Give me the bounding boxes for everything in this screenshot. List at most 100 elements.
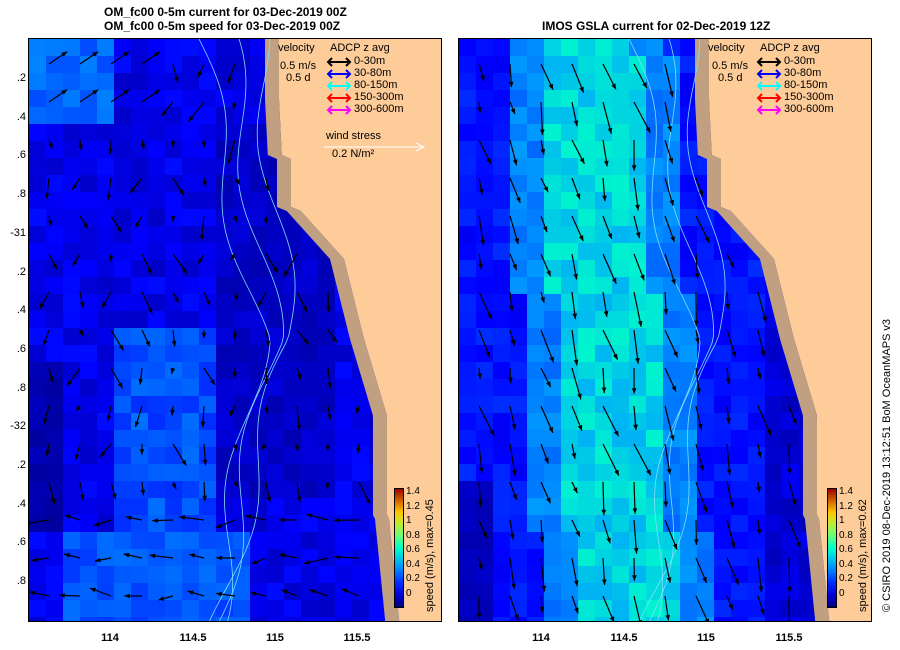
- adcp-legend-label: 150-300m: [784, 91, 834, 103]
- left-velocity-scale-1: 0.5 m/s: [280, 60, 317, 72]
- y-tick-label: .4: [16, 497, 26, 510]
- adcp-legend-arrow: [756, 93, 782, 103]
- current-arrow: [327, 329, 338, 343]
- current-arrow: [602, 405, 620, 437]
- current-arrow: [124, 593, 143, 599]
- current-arrow: [110, 367, 124, 389]
- current-arrow: [571, 329, 579, 366]
- current-arrow: [179, 515, 205, 521]
- current-arrow: [695, 177, 704, 197]
- right-colorbar-label: speed (m/s), max=0.62: [857, 499, 869, 612]
- current-arrow: [99, 443, 112, 458]
- current-arrow: [265, 481, 272, 503]
- adcp-legend-label: 80-150m: [784, 79, 828, 91]
- current-arrow: [571, 405, 583, 432]
- current-arrow: [540, 139, 546, 155]
- current-arrow: [540, 405, 554, 434]
- current-arrow: [726, 405, 731, 424]
- current-arrow: [75, 405, 82, 412]
- current-arrow: [149, 553, 174, 559]
- credit-text: © CSIRO 2019 08-Dec-2019 13:12:51 BoM Oc…: [881, 318, 893, 612]
- current-arrow: [283, 253, 298, 277]
- left-colorbar: [394, 488, 404, 608]
- current-arrow: [78, 329, 85, 337]
- y-tick-label: .8: [16, 188, 26, 201]
- current-arrow: [540, 291, 545, 303]
- bathymetry-contour: [649, 39, 715, 621]
- current-arrow: [296, 367, 302, 380]
- current-arrow: [788, 519, 801, 549]
- current-arrow: [478, 405, 495, 437]
- current-arrow: [571, 139, 585, 165]
- current-arrow: [602, 329, 619, 360]
- adcp-legend-label: 30-80m: [354, 67, 392, 79]
- current-arrow: [695, 557, 708, 584]
- current-arrow: [757, 595, 765, 616]
- current-arrow: [633, 63, 648, 89]
- current-arrow: [170, 367, 176, 375]
- y-tick-label: .8: [16, 381, 26, 394]
- current-arrow: [172, 443, 187, 467]
- current-arrow: [725, 291, 731, 310]
- current-arrow: [633, 291, 643, 327]
- current-arrow: [663, 291, 669, 315]
- current-arrow: [540, 367, 552, 388]
- adcp-legend-label: 80-150m: [354, 79, 398, 91]
- left-velocity-label: velocity: [278, 42, 315, 54]
- current-arrow: [158, 595, 174, 601]
- right-adcp-title: ADCP z avg: [760, 42, 820, 54]
- adcp-legend-label: 30-80m: [784, 67, 822, 79]
- current-arrow: [726, 481, 734, 508]
- adcp-legend-arrow: [756, 57, 782, 67]
- current-arrow: [571, 177, 581, 200]
- right-map-panel[interactable]: [458, 38, 872, 622]
- current-arrow: [478, 481, 483, 507]
- current-arrow: [79, 51, 99, 65]
- current-arrow: [571, 367, 582, 400]
- current-arrow: [341, 588, 360, 597]
- current-arrow: [695, 595, 709, 621]
- current-arrow: [695, 405, 703, 430]
- left-colorbar-label: speed (m/s), max=0.45: [424, 499, 436, 612]
- colorbar-tick-label: 0: [406, 587, 412, 599]
- current-arrow: [59, 593, 81, 598]
- x-tick-label: 114: [101, 632, 119, 644]
- current-arrow: [233, 481, 239, 488]
- current-arrow: [601, 557, 607, 586]
- current-arrow: [788, 405, 797, 425]
- current-arrow: [509, 557, 516, 590]
- current-arrow: [172, 63, 179, 83]
- current-arrow: [633, 215, 641, 239]
- right-title: IMOS GSLA current for 02-Dec-2019 12Z: [542, 19, 771, 33]
- current-arrow: [478, 329, 491, 358]
- current-arrow: [632, 557, 637, 581]
- current-arrow: [571, 443, 577, 459]
- current-arrow: [633, 443, 652, 476]
- current-arrow: [602, 177, 607, 202]
- current-arrow: [633, 177, 640, 211]
- current-arrow: [279, 553, 298, 559]
- current-arrow: [631, 367, 637, 394]
- current-arrow: [726, 253, 735, 268]
- current-arrow: [74, 443, 81, 461]
- current-arrow: [664, 405, 675, 442]
- adcp-legend-arrow: [326, 93, 352, 103]
- current-arrow: [110, 215, 122, 233]
- wind-stress-scale: 0.2 N/m²: [332, 148, 375, 160]
- current-arrow: [172, 291, 180, 303]
- bathymetry-contour: [628, 39, 701, 621]
- left-map-panel[interactable]: [28, 38, 442, 622]
- current-arrow: [140, 139, 146, 150]
- current-arrow: [478, 291, 493, 320]
- current-arrow: [664, 253, 676, 285]
- current-arrow: [571, 291, 577, 320]
- current-arrow: [334, 554, 360, 560]
- left-title-1: OM_fc00 0-5m current for 03-Dec-2019 00Z: [104, 5, 347, 19]
- colorbar-tick-label: 0.4: [406, 558, 420, 570]
- current-arrow: [216, 591, 236, 597]
- current-arrow: [757, 557, 764, 593]
- current-arrow: [187, 590, 205, 597]
- x-tick-label: 115.5: [343, 632, 371, 644]
- current-arrow: [79, 291, 85, 309]
- current-arrow: [141, 51, 161, 65]
